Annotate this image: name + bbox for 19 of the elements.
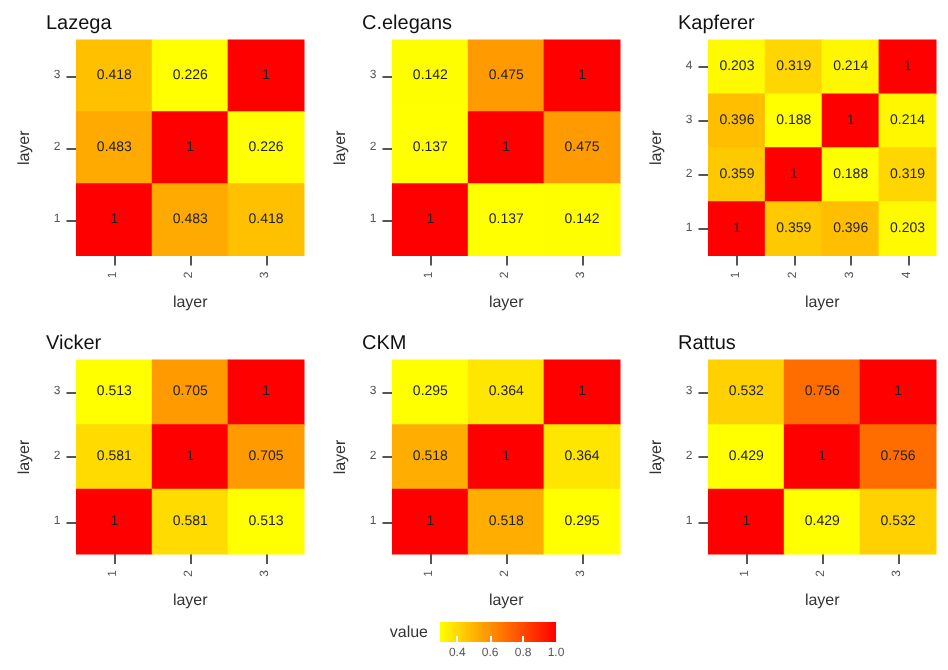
x-axis-title: layer [488, 293, 525, 311]
chart-title: CKM [362, 333, 407, 355]
y-axis-title: layer [331, 438, 349, 475]
chart-title: Rattus [678, 333, 736, 355]
chart-title: Vicker [46, 333, 103, 355]
chart-title: C.elegans [362, 13, 453, 35]
x-axis-title: layer [804, 293, 841, 311]
x-axis-title: layer [172, 293, 209, 311]
y-axis-title: layer [647, 438, 665, 475]
chart-title: Kapferer [678, 13, 757, 35]
y-axis-title: layer [647, 129, 665, 166]
color-bar-title: value [389, 623, 430, 641]
y-axis-title: layer [15, 438, 33, 475]
y-axis-title: layer [331, 129, 349, 166]
x-axis-title: layer [172, 591, 209, 610]
x-axis-title: layer [488, 591, 525, 610]
y-axis-title: layer [15, 129, 33, 166]
x-axis-title: layer [804, 591, 841, 610]
chart-title: Lazega [46, 13, 113, 35]
